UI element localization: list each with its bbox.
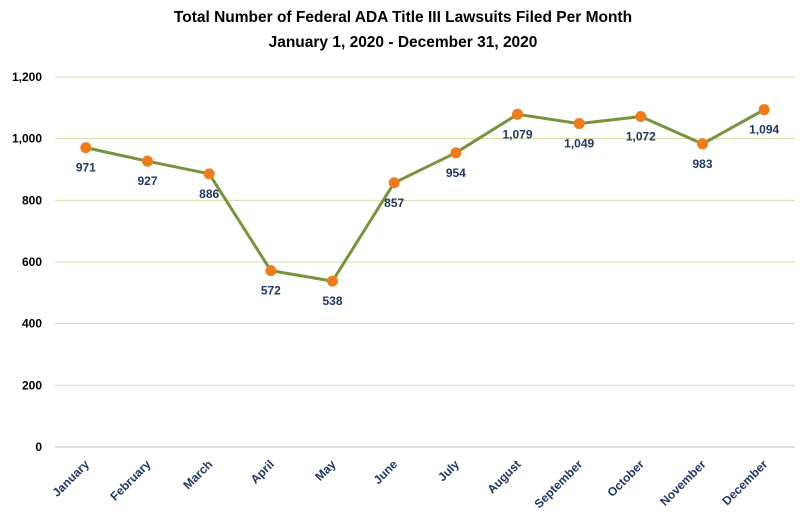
data-label: 983 — [692, 157, 712, 171]
chart-subtitle: January 1, 2020 - December 31, 2020 — [269, 34, 538, 51]
data-label: 857 — [384, 196, 404, 210]
data-label: 572 — [261, 284, 281, 298]
data-label: 538 — [322, 294, 342, 308]
data-label: 971 — [76, 161, 96, 175]
data-label: 1,094 — [749, 123, 779, 137]
data-point-marker — [635, 110, 647, 122]
data-labels-group: 971 927 886 572 538 857 954 1,079 1,049 1,072 983 1… — [76, 123, 780, 308]
x-tick-label: February — [107, 457, 153, 503]
data-point-marker — [142, 155, 153, 167]
series-line — [85, 108, 765, 283]
data-point-marker — [697, 138, 708, 150]
data-point-marker — [573, 118, 585, 130]
series-line-group — [85, 108, 765, 283]
data-point-marker — [512, 108, 523, 120]
y-tick-label: 200 — [22, 378, 42, 392]
data-point-marker — [327, 275, 338, 287]
data-point-marker — [450, 147, 462, 159]
markers-group — [80, 104, 770, 287]
x-tick-label: October — [605, 457, 648, 500]
gridlines — [55, 76, 795, 448]
data-label: 1,072 — [626, 129, 656, 143]
x-tick-label: September — [532, 457, 586, 511]
data-point-marker — [265, 265, 277, 277]
y-tick-label: 400 — [22, 317, 42, 331]
data-label: 886 — [199, 187, 219, 201]
data-point-marker — [758, 104, 770, 116]
data-label: 1,079 — [502, 127, 532, 141]
y-tick-label: 1,000 — [12, 132, 42, 146]
data-label: 1,049 — [564, 137, 594, 151]
y-tick-label: 600 — [22, 255, 42, 269]
x-tick-label: April — [248, 457, 277, 486]
data-point-marker — [203, 168, 215, 180]
x-tick-label: November — [657, 457, 709, 509]
y-tick-label: 0 — [35, 440, 42, 454]
x-tick-label: March — [180, 457, 215, 492]
x-tick-label: January — [50, 457, 93, 500]
x-tick-label: May — [312, 457, 339, 484]
x-tick-label: August — [484, 457, 523, 496]
x-tick-label: June — [371, 457, 401, 487]
x-tick-label: July — [435, 457, 462, 484]
data-point-marker — [80, 142, 92, 154]
y-tick-label: 800 — [22, 193, 42, 207]
x-tick-label: December — [719, 457, 770, 508]
data-label: 927 — [137, 174, 157, 188]
y-axis: 0 200 400 600 800 1,000 1,200 — [12, 70, 42, 454]
x-axis: January February March April May June July Augu… — [50, 457, 771, 511]
chart-title: Total Number of Federal ADA Title III La… — [174, 9, 632, 26]
y-tick-label: 1,200 — [12, 70, 42, 84]
data-label: 954 — [446, 166, 466, 180]
data-point-marker — [388, 177, 400, 189]
